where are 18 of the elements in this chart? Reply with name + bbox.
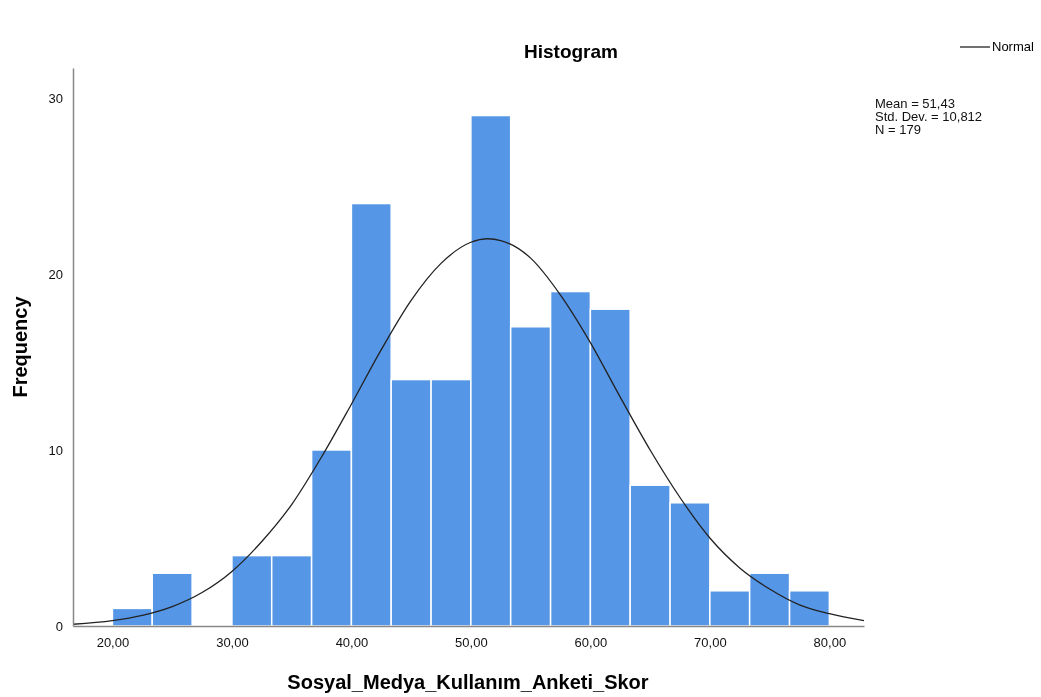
- x-axis-title: Sosyal_Medya_Kullanım_Anketi_Skor: [287, 671, 649, 693]
- y-tick-label: 0: [55, 618, 63, 634]
- chart-title: Histogram: [524, 41, 618, 62]
- y-axis-title: Frequency: [9, 295, 31, 398]
- y-tick-label: 10: [48, 442, 63, 458]
- x-tick-label: 40,00: [335, 635, 369, 651]
- text: Std. Dev. = 10,812: [875, 109, 983, 124]
- x-tick-label: 80,00: [813, 635, 847, 651]
- x-tick-label: 60,00: [574, 635, 608, 651]
- text: Mean = 51,43: [875, 96, 955, 111]
- x-tick-label: 20,00: [96, 635, 130, 651]
- x-tick-label: 30,00: [216, 635, 249, 651]
- y-tick-label: 30: [48, 90, 63, 106]
- y-tick-label: 20: [48, 266, 63, 282]
- x-tick-label: 70,00: [694, 635, 727, 651]
- legend-label: Normal: [992, 39, 1035, 54]
- x-tick-label: 50,00: [455, 635, 488, 651]
- text: N = 179: [875, 122, 921, 137]
